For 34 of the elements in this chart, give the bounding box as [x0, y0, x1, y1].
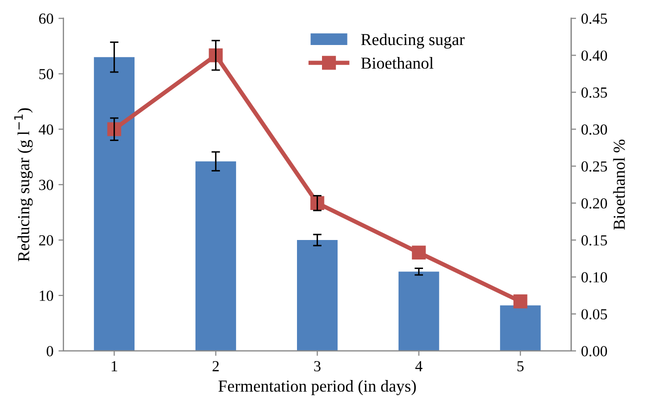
y2-tick-label: 0.25	[581, 161, 607, 172]
x-tick-label: 5	[517, 361, 524, 372]
y-tick-label: 0	[46, 346, 54, 356]
x-tick-label: 4	[415, 361, 422, 372]
x-tick-label: 2	[212, 361, 219, 372]
bar	[398, 272, 440, 351]
bar	[94, 57, 135, 351]
y2-tick-label: 0.00	[581, 346, 608, 356]
y-tick-label: 40	[38, 124, 54, 135]
bar	[195, 161, 236, 351]
y2-tick-label: 0.10	[581, 272, 608, 283]
x-tick-label: 3	[314, 361, 321, 372]
point	[513, 294, 528, 308]
y-tick-label: 30	[39, 180, 54, 190]
y-tick-label: 10	[40, 290, 54, 301]
y-tick-label: 50	[39, 68, 54, 80]
point	[412, 246, 426, 260]
x-tick-label: 1	[112, 361, 118, 372]
y2-tick-label: 0.45	[581, 14, 607, 24]
y-tick-label: 20	[39, 235, 54, 246]
y2-tick-label: 0.35	[581, 87, 607, 98]
y2-tick-label: 0.30	[581, 124, 608, 135]
y-tick-label: 60	[39, 14, 54, 24]
y2-tick-label: 0.40	[581, 50, 608, 61]
y-axis-title: Reducing sugar (g l$^{−1}$)	[14, 108, 33, 262]
y2-tick-label: 0.20	[581, 198, 608, 209]
y2-tick-label: 0.05	[581, 309, 607, 320]
x-axis-title: Fermentation period (in days)	[218, 380, 416, 396]
bar	[296, 240, 338, 351]
legend-label: Bioethanol	[361, 57, 434, 69]
y2-axis-title: Bioethanol %	[613, 140, 625, 230]
y2-tick-label: 0.15	[581, 235, 607, 246]
bar	[500, 305, 541, 351]
legend-label: Reducing sugar	[361, 33, 465, 49]
